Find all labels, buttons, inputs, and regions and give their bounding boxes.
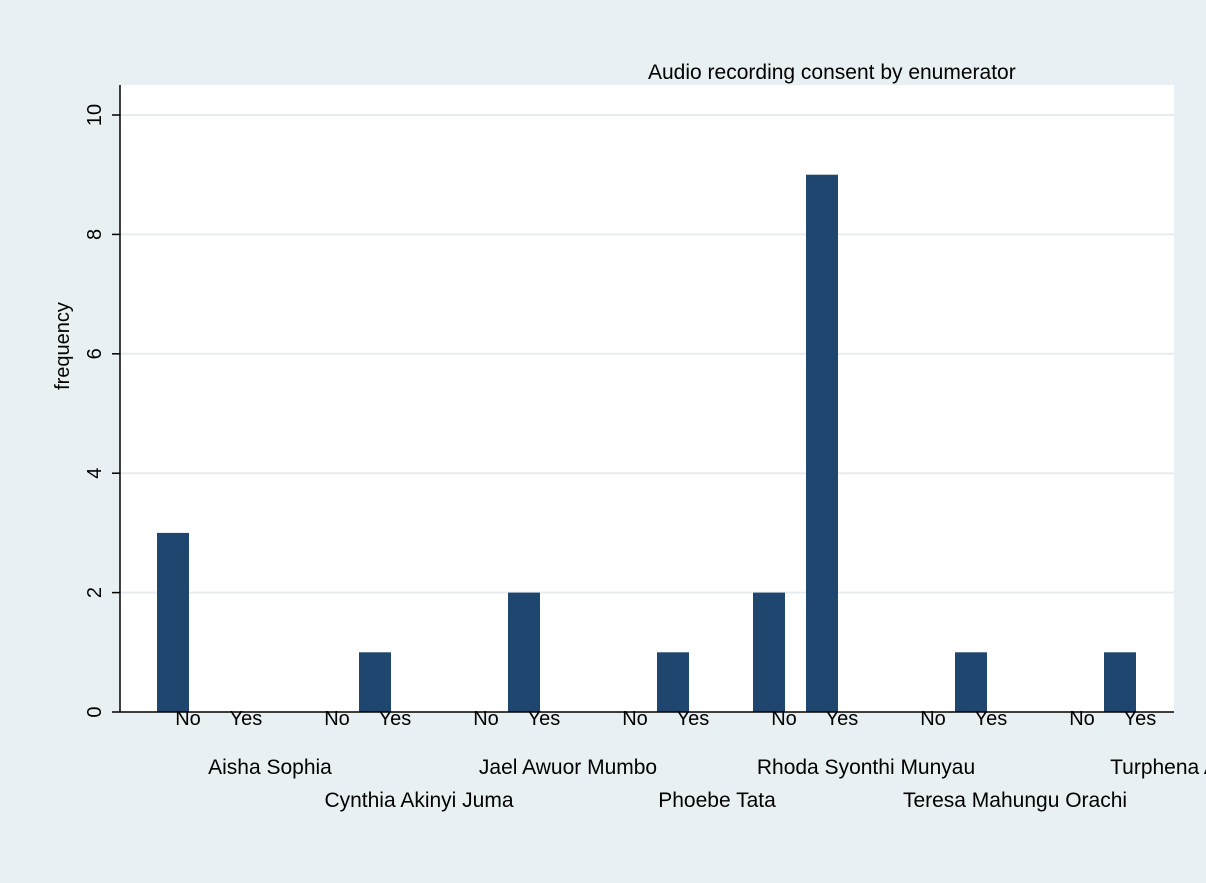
bar-category-label: No (324, 708, 350, 730)
bar (508, 592, 540, 712)
bar-category-label: No (1069, 708, 1095, 730)
bar-category-label: Yes (826, 708, 859, 730)
y-tick-label: 8 (84, 229, 106, 240)
bar (1104, 652, 1136, 712)
bar (806, 174, 838, 712)
group-label: Teresa Mahungu Orachi (903, 789, 1127, 812)
bar-category-label: Yes (528, 708, 561, 730)
bar (955, 652, 987, 712)
bar (359, 652, 391, 712)
y-tick-label: 2 (84, 587, 106, 598)
bar-category-label: Yes (677, 708, 710, 730)
bar-category-label: No (473, 708, 499, 730)
bar-category-label: Yes (1124, 708, 1157, 730)
bar-category-label: No (771, 708, 797, 730)
group-label: Rhoda Syonthi Munyau (757, 756, 975, 779)
bar-category-label: Yes (975, 708, 1008, 730)
group-label: Turphena A (1110, 756, 1206, 779)
group-label: Cynthia Akinyi Juma (324, 789, 513, 812)
bar (753, 592, 785, 712)
plot-area (120, 85, 1174, 712)
y-tick-label: 4 (84, 468, 106, 479)
bar (157, 532, 189, 712)
group-label: Phoebe Tata (658, 789, 776, 812)
bar-category-label: No (622, 708, 648, 730)
group-label: Jael Awuor Mumbo (479, 756, 657, 779)
group-label: Aisha Sophia (208, 756, 332, 779)
y-tick-label: 0 (84, 706, 106, 717)
chart-title: Audio recording consent by enumerator (648, 61, 1016, 84)
bar-category-label: Yes (379, 708, 412, 730)
bar-category-label: No (175, 708, 201, 730)
bar-category-label: Yes (230, 708, 263, 730)
bar-category-label: No (920, 708, 946, 730)
y-tick-label: 10 (84, 104, 106, 126)
y-tick-label: 6 (84, 348, 106, 359)
y-axis-label: frequency (52, 302, 74, 390)
bar (657, 652, 689, 712)
